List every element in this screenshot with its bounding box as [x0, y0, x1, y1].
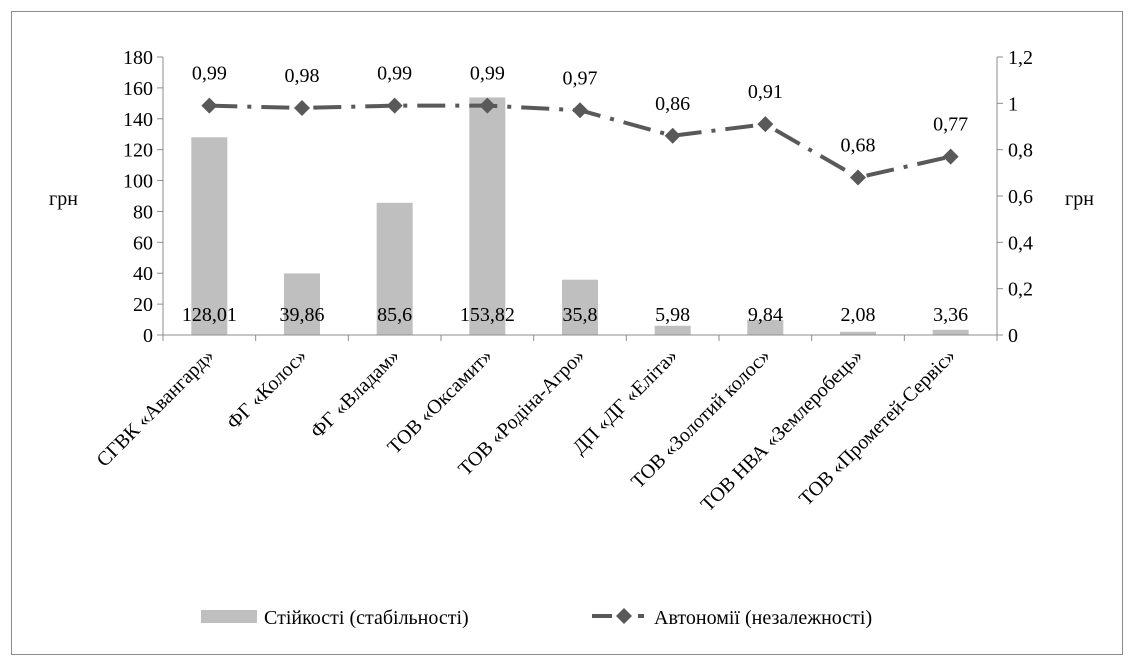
line-point-0 [201, 97, 218, 114]
y-left-axis-title: грн [49, 188, 78, 210]
legend-line-label: Автономії (незалежності) [654, 607, 872, 629]
bar-0 [191, 137, 228, 335]
bar-5 [654, 325, 691, 335]
line-point-1 [294, 99, 310, 116]
bar-3 [469, 97, 506, 335]
y-right-tick-label-1: 0,2 [1008, 279, 1033, 301]
bar-value-label-2: 85,6 [377, 304, 412, 326]
x-tick-label-7: ТОВ НВА «Землеробець» [697, 345, 868, 516]
y-right-axis-title: грн [1065, 188, 1094, 210]
bar-6 [747, 319, 784, 335]
bar-value-label-5: 5,98 [655, 304, 690, 326]
y-right-tick-label-2: 0,4 [1008, 232, 1033, 254]
y-left-tick-label-8: 160 [123, 78, 153, 100]
bar-7 [840, 331, 876, 335]
bar-value-label-6: 9,84 [748, 304, 783, 326]
line-value-label-0: 0,99 [192, 63, 227, 85]
line-value-label-2: 0,99 [377, 63, 412, 85]
line-point-2 [386, 97, 403, 114]
y-right-tick-label-3: 0,6 [1008, 186, 1033, 208]
line-point-6 [757, 116, 774, 133]
line-value-label-1: 0,98 [285, 65, 320, 87]
line-value-label-5: 0,86 [655, 93, 690, 115]
legend-bar-swatch [201, 610, 257, 623]
bar-value-label-0: 128,01 [182, 304, 237, 326]
line-point-7 [850, 169, 866, 186]
bar-value-label-7: 2,08 [841, 304, 876, 326]
x-tick-label-1: ФГ «Колос» [223, 345, 312, 434]
legend-bar-label: Стійкості (стабільності) [264, 607, 469, 629]
line-point-4 [572, 102, 588, 119]
legend-line-marker [616, 608, 632, 624]
bar-value-label-1: 39,86 [280, 304, 325, 326]
bar-value-label-4: 35,8 [563, 304, 598, 326]
line-value-label-8: 0,77 [933, 114, 968, 136]
bar-value-label-3: 153,82 [460, 304, 515, 326]
y-left-tick-label-6: 120 [123, 140, 153, 162]
line-value-label-3: 0,99 [470, 63, 505, 85]
y-right-tick-label-0: 0 [1008, 325, 1018, 347]
line-value-label-4: 0,97 [563, 67, 598, 89]
bar-2 [376, 202, 413, 335]
y-left-tick-label-3: 60 [133, 232, 153, 254]
line-value-label-6: 0,91 [748, 81, 783, 103]
chart: 0 20 40 60 80 100 120 140 160 180 0 0,2 0,4 0,6 0,8 1 1,… [49, 47, 1094, 629]
line-point-3 [479, 97, 496, 114]
y-left-tick-label-9: 180 [123, 47, 153, 69]
x-tick-label-0: СГВК «Авангард» [92, 345, 218, 471]
chart-frame: 0 20 40 60 80 100 120 140 160 180 0 0,2 0,4 0,6 0,8 1 1,… [11, 11, 1123, 655]
y-left-tick-label-4: 80 [133, 201, 153, 223]
legend: Стійкості (стабільності) Автономії (неза… [201, 607, 872, 629]
bar-1 [284, 273, 320, 335]
line-value-label-7: 0,68 [841, 134, 876, 156]
y-left-tick-label-5: 100 [123, 171, 153, 193]
y-right-tick-label-5: 1 [1008, 93, 1018, 115]
line-point-8 [942, 148, 959, 165]
bar-4 [562, 279, 598, 335]
bar-value-label-8: 3,36 [933, 304, 968, 326]
line-point-5 [664, 127, 681, 144]
y-left-tick-label-1: 20 [133, 294, 153, 316]
y-right-tick-label-4: 0,8 [1008, 140, 1033, 162]
bar-8 [932, 329, 969, 335]
y-right-tick-label-6: 1,2 [1008, 47, 1033, 69]
y-left-tick-label-7: 140 [123, 109, 153, 131]
x-tick-label-8: ТОВ «Прометей-Сервіс» [795, 345, 960, 510]
y-left-tick-label-0: 0 [143, 325, 153, 347]
x-tick-label-2: ФГ «Владам» [306, 345, 404, 443]
y-left-tick-label-2: 40 [133, 263, 153, 285]
